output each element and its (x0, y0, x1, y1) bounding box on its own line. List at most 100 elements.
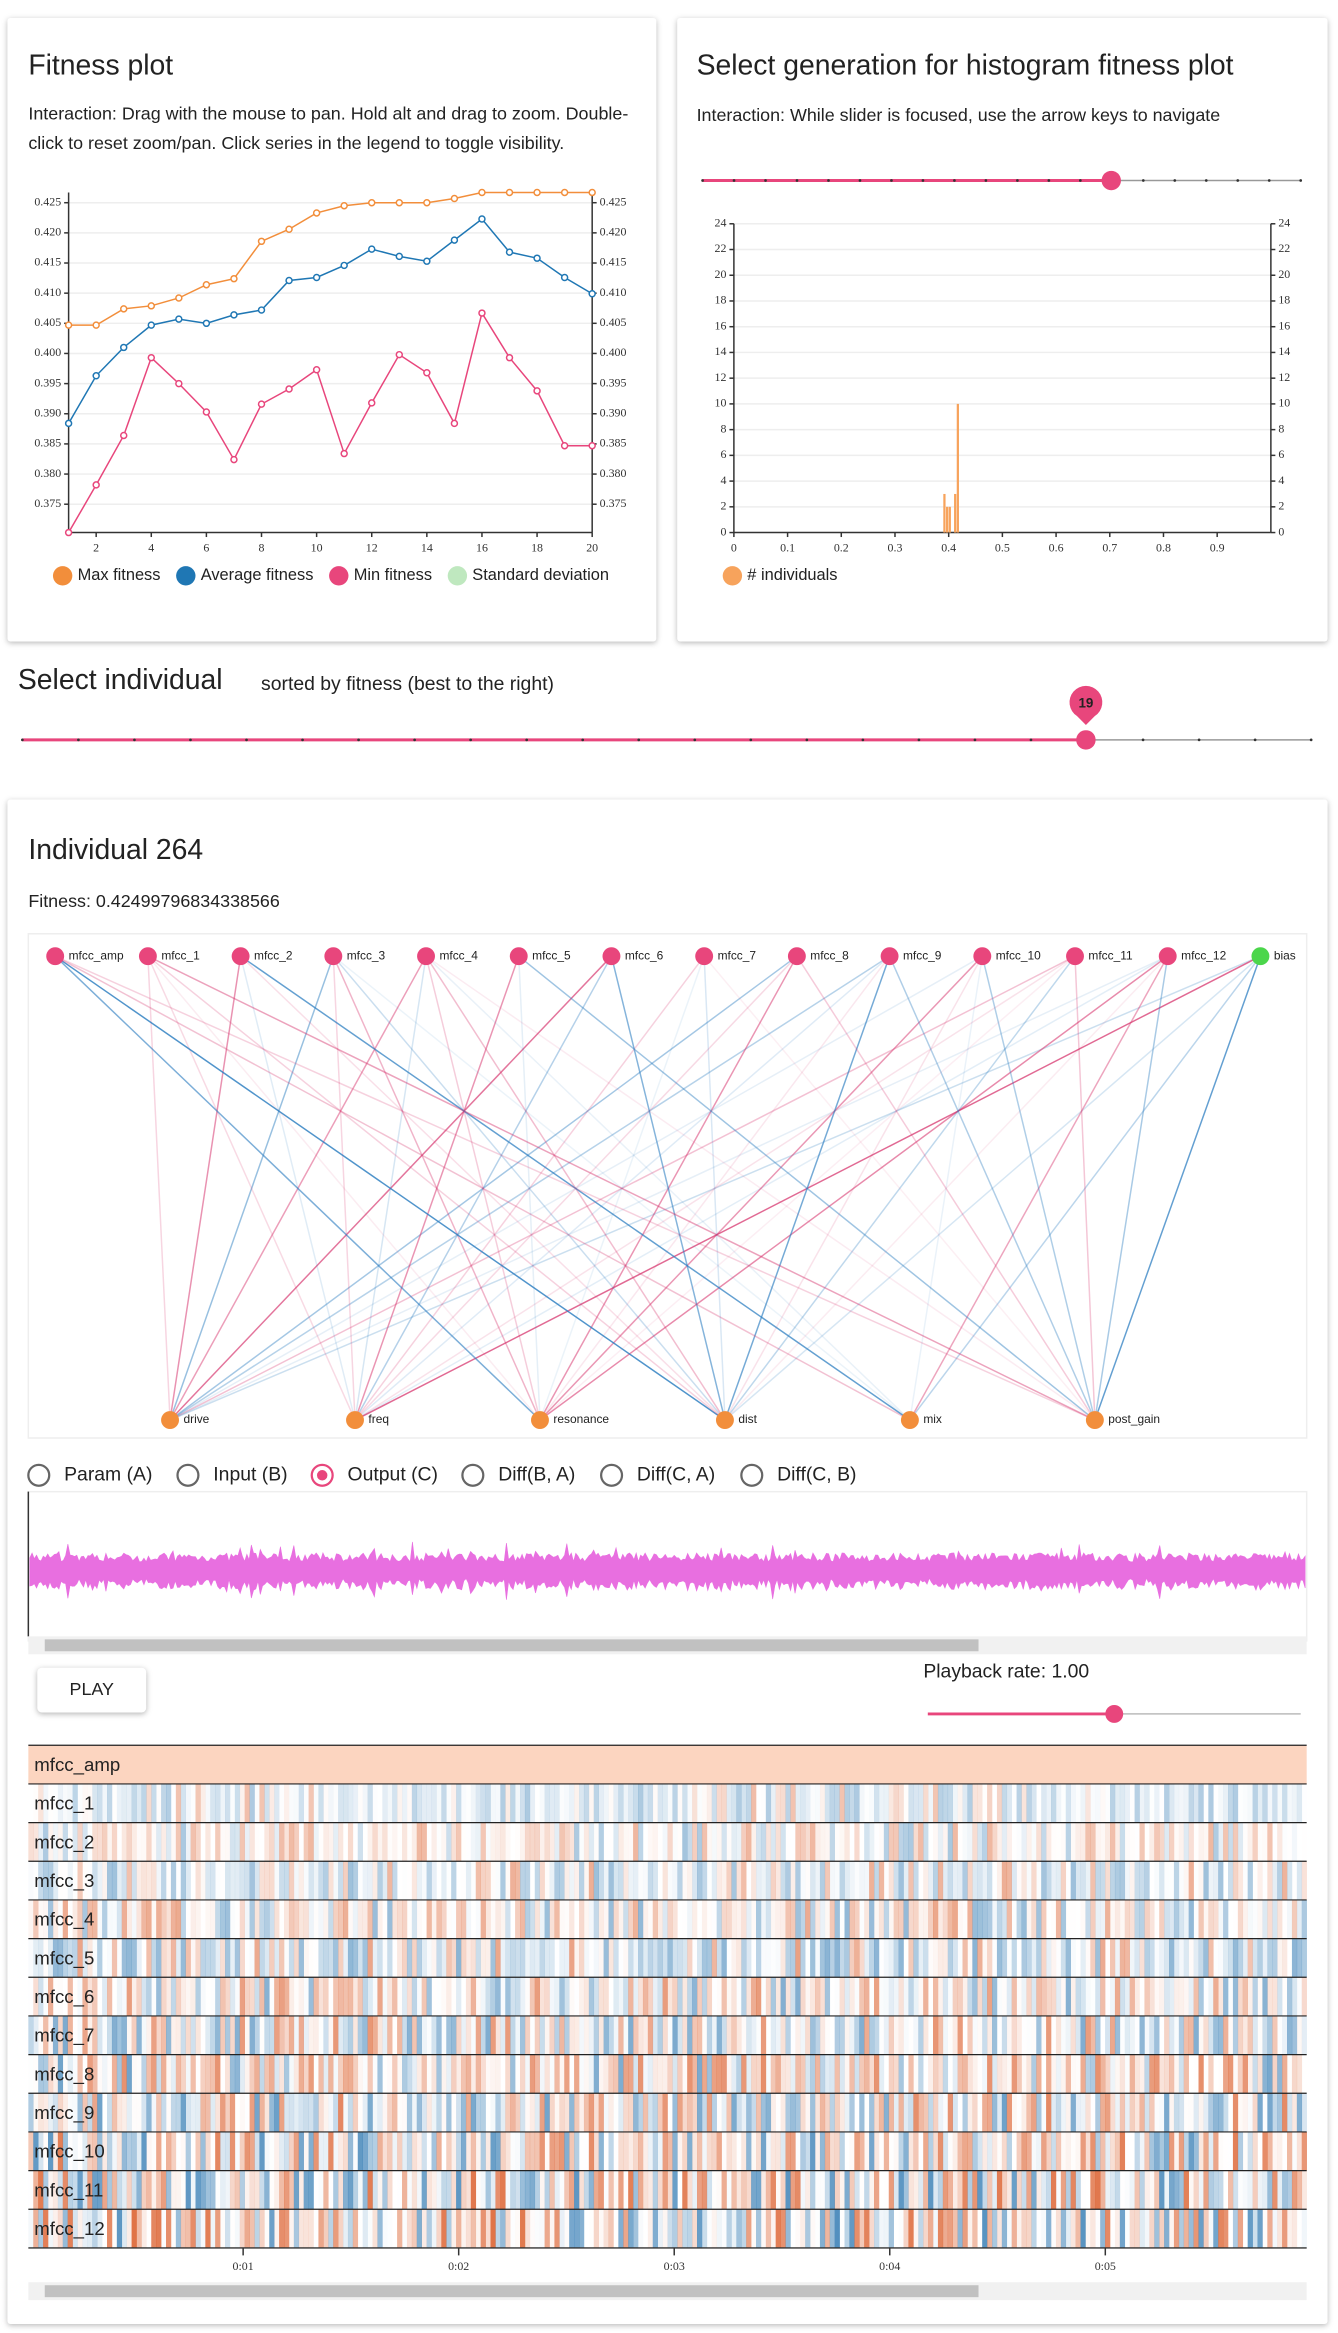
spectro-cell (928, 2170, 934, 2210)
spectro-cell (756, 1861, 762, 1900)
spectro-cell (111, 2015, 118, 2055)
spectro-cell (534, 1938, 540, 1978)
spectro-cell (244, 2170, 250, 2210)
spectro-row-label: mfcc_1 (34, 1793, 94, 1815)
spectro-cell (510, 2054, 516, 2094)
spectro-cell (633, 2209, 639, 2248)
spectro-cell (579, 2132, 584, 2171)
view-label[interactable]: Diff(B, A) (498, 1463, 575, 1485)
spectro-cell (254, 1899, 260, 1939)
spectro-cell (1114, 1783, 1121, 1823)
spectro-cell (707, 2209, 712, 2248)
spectro-cell (1164, 1822, 1170, 1862)
spectro-cell (1291, 2054, 1298, 2094)
waveform-scroll-thumb[interactable] (44, 1639, 979, 1652)
view-radio[interactable] (600, 1463, 624, 1487)
spectro-cell (937, 1822, 944, 1862)
individual-slider-knob[interactable] (1076, 730, 1096, 750)
spectro-cell (559, 2093, 565, 2132)
spectro-cell (397, 1861, 402, 1900)
spectro-cell (313, 2093, 319, 2132)
spectro-cell (662, 2209, 668, 2248)
spectro-scroll-thumb[interactable] (44, 2285, 979, 2298)
view-label[interactable]: Diff(C, B) (777, 1463, 856, 1485)
spectro-cell (161, 2093, 167, 2132)
spectro-cell (284, 2093, 290, 2132)
spectro-cell (677, 1784, 682, 1823)
spectro-cell (156, 1822, 162, 1862)
spectro-cell (1036, 1899, 1042, 1939)
spectro-cell (264, 1783, 270, 1823)
view-label[interactable]: Output (C) (348, 1463, 438, 1485)
legend-swatch[interactable] (52, 566, 73, 586)
legend-swatch[interactable] (176, 566, 196, 586)
spectro-cell (524, 1938, 531, 1978)
spectro-cell (1232, 1861, 1239, 1900)
spectro-cell (1031, 1899, 1037, 1939)
view-radio[interactable] (176, 1463, 200, 1487)
spectro-cell (377, 1822, 383, 1862)
spectro-cell (28, 2209, 34, 2248)
spectro-cell (824, 1938, 831, 1978)
view-label[interactable]: Diff(C, A) (637, 1463, 715, 1485)
spectro-cell (333, 1822, 339, 1862)
spectro-cell (819, 1977, 826, 2016)
spectro-cell (475, 2054, 481, 2094)
spectro-cell (1134, 1899, 1140, 1939)
spectro-cell (913, 2015, 919, 2055)
spectro-cell (166, 2131, 172, 2171)
view-radio[interactable] (740, 1463, 764, 1487)
spectro-cell (604, 2171, 609, 2210)
view-label[interactable]: Input (B) (213, 1463, 287, 1485)
spectro-cell (525, 1977, 530, 2016)
legend-swatch[interactable] (722, 566, 743, 586)
spectro-cell (170, 2015, 177, 2055)
spectro-cell (161, 2170, 167, 2210)
spectro-cell (569, 2170, 575, 2210)
legend-label[interactable]: Standard deviation (472, 566, 609, 584)
legend-label[interactable]: # individuals (747, 566, 837, 584)
spectro-cell (461, 2093, 467, 2132)
view-radio[interactable] (461, 1463, 485, 1487)
spectro-row-label: mfcc_3 (34, 1870, 94, 1892)
spectro-cell (554, 2093, 560, 2132)
legend-swatch[interactable] (329, 566, 349, 586)
spectro-cell (1291, 1899, 1298, 1939)
spectro-cell (107, 1783, 113, 1823)
view-radio[interactable] (27, 1463, 51, 1487)
spectro-cell (422, 1900, 427, 1939)
play-button[interactable] (37, 1667, 147, 1713)
spectro-cell (259, 1977, 265, 2016)
series-point (395, 350, 404, 359)
y-tick-label: 4 (720, 473, 726, 487)
spectro-cell (318, 1823, 323, 1862)
input-label: mfcc_7 (718, 948, 757, 962)
spectro-cell (1277, 1938, 1283, 1978)
spectro-cell (638, 1822, 644, 1862)
spectro-cell (579, 1783, 585, 1823)
spectro-cell (146, 2054, 152, 2094)
legend-label[interactable]: Average fitness (201, 566, 314, 584)
spectro-cell (1075, 1977, 1081, 2016)
legend-label[interactable]: Min fitness (354, 566, 432, 584)
spectro-cell (603, 1977, 609, 2016)
rate-knob[interactable] (1105, 1704, 1124, 1723)
spectro-cell (166, 2015, 172, 2055)
spectro-cell (1282, 1977, 1287, 2016)
spectro-cell (411, 2015, 418, 2055)
legend-label[interactable]: Max fitness (78, 566, 161, 584)
generation-slider-knob[interactable] (1101, 170, 1121, 191)
spectro-cell (962, 1861, 968, 1900)
spectro-cell (824, 2054, 831, 2094)
spectro-cell (416, 2131, 422, 2171)
spectro-cell (505, 2054, 511, 2094)
spectro-cell (116, 1977, 123, 2016)
spectro-cell (992, 1977, 998, 2016)
spectro-cell (913, 1861, 919, 1900)
spectro-cell (1296, 2093, 1303, 2132)
view-label[interactable]: Param (A) (64, 1463, 152, 1485)
network-edge (1074, 956, 1096, 1421)
spectro-cell (490, 1783, 496, 1823)
legend-swatch[interactable] (447, 566, 468, 586)
y-tick-label: 0.390 (34, 405, 61, 419)
